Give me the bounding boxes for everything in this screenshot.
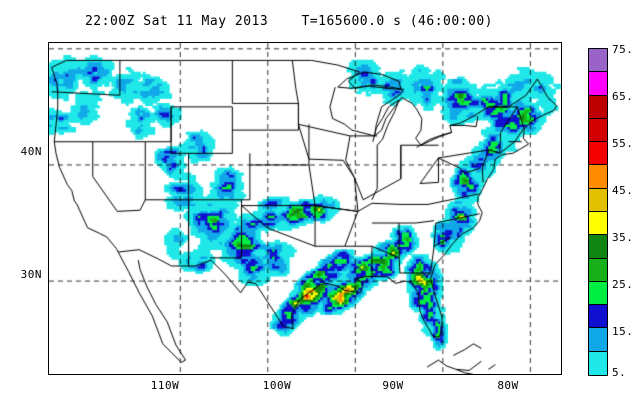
colorbar-band-25 — [589, 281, 607, 306]
x-tick-90w: 90W — [382, 379, 404, 392]
colorbar-band-70 — [589, 72, 607, 96]
colorbar-tick-6: 15. — [612, 325, 634, 338]
page-title: 22:00Z Sat 11 May 2013 T=165600.0 s (46:… — [84, 14, 493, 29]
colorbar-band-35 — [589, 235, 607, 259]
colorbar-band-15 — [589, 328, 607, 352]
colorbar-band-55 — [589, 142, 607, 166]
colorbar-tick-3: 45. — [612, 184, 634, 197]
colorbar-band-50 — [589, 165, 607, 189]
colorbar-tick-5: 25. — [612, 278, 634, 291]
map-plot-area — [48, 42, 562, 375]
reflectivity-colorbar — [588, 48, 608, 376]
colorbar-band-30 — [589, 258, 607, 282]
colorbar-tick-7: 5. — [612, 366, 627, 379]
y-tick-40n: 40N — [20, 145, 42, 158]
x-tick-100w: 100W — [262, 379, 292, 392]
colorbar-band-60 — [589, 118, 607, 143]
colorbar-band-10 — [589, 351, 607, 375]
colorbar-band-75 — [589, 49, 607, 73]
colorbar-tick-2: 55. — [612, 137, 634, 150]
colorbar-band-45 — [589, 188, 607, 212]
x-tick-110w: 110W — [150, 379, 180, 392]
x-tick-80w: 80W — [497, 379, 519, 392]
colorbar-band-65 — [589, 95, 607, 119]
colorbar-band-20 — [589, 305, 607, 329]
colorbar-tick-4: 35. — [612, 231, 634, 244]
colorbar-band-40 — [589, 211, 607, 236]
colorbar-tick-0: 75. — [612, 43, 634, 56]
radar-reflectivity-canvas — [49, 43, 561, 374]
colorbar-tick-1: 65. — [612, 90, 634, 103]
y-tick-30n: 30N — [20, 268, 42, 281]
